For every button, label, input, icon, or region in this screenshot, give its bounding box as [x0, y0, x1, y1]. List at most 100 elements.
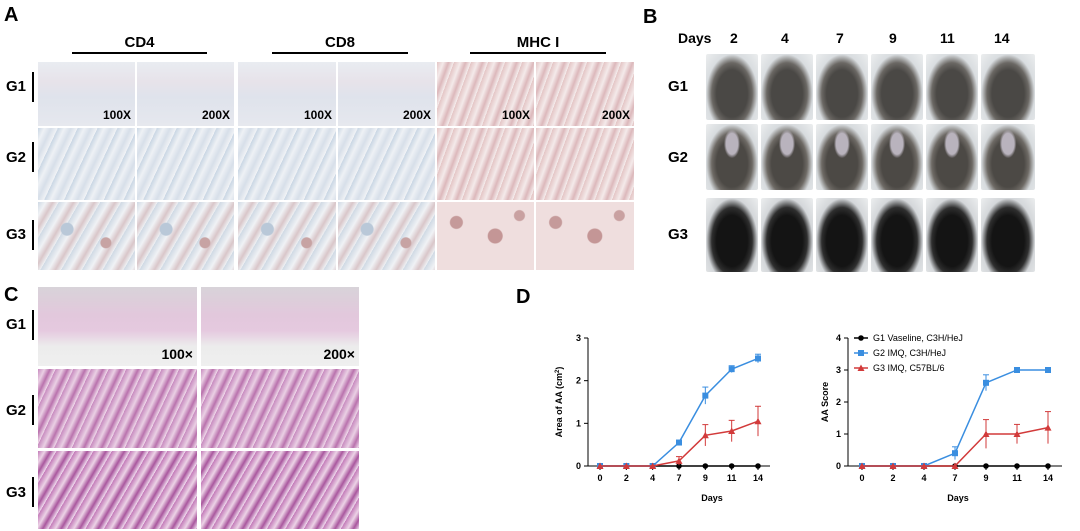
magnification-label: 100X: [501, 108, 530, 122]
mouse-g3-day2-photo: [706, 198, 758, 272]
header-mhc-i: MHC I: [470, 34, 606, 54]
day-2-label: 2: [730, 30, 738, 46]
days-label: Days: [678, 30, 712, 46]
he-g3-100x-image: [38, 451, 197, 529]
area-x-tick-label: 11: [727, 473, 737, 483]
area-x-tick-label: 14: [753, 473, 763, 483]
area-point: [755, 355, 761, 362]
score-point: [983, 379, 989, 386]
magnification-label: 100X: [102, 108, 131, 122]
day-4-label: 4: [781, 30, 789, 46]
area-x-tick-label: 0: [597, 473, 602, 483]
score-x-tick-label: 4: [921, 473, 926, 483]
mouse-g2-day7-photo: [816, 124, 868, 190]
score-point: [983, 463, 989, 469]
mouse-g1-day2-photo: [706, 54, 758, 120]
cd4-g2-100x-image: [38, 128, 135, 200]
score-point: [1014, 463, 1020, 469]
mhc-g2-100x-image: [437, 128, 534, 200]
mouse-g3-day14-photo: [981, 198, 1035, 272]
panel-a-letter: A: [4, 4, 19, 26]
cd4-g2-200x-image: [137, 128, 234, 200]
mouse-g1-day7-photo: [816, 54, 868, 120]
area-point: [649, 462, 657, 469]
area-point: [701, 431, 709, 439]
mouse-g1-day11-photo: [926, 54, 978, 120]
area-y-tick-label: 0: [576, 461, 581, 471]
panel-b-group-g1: G1: [668, 78, 689, 95]
panel-c-group-g1: G1: [6, 316, 27, 333]
score-x-tick-label: 11: [1012, 473, 1022, 483]
magnification-label: 200X: [601, 108, 630, 122]
area-point: [702, 392, 709, 399]
legend-label: G2 IMQ, C3H/HeJ: [873, 348, 946, 358]
area-chart-y-label-close: ): [554, 367, 564, 370]
cd8-g2-200x-image: [338, 128, 435, 200]
cd4-g1-100x-image: 100X: [38, 62, 135, 126]
cd4-g3-200x-image: [137, 202, 234, 270]
area-chart-y-label-sup: 2: [555, 369, 561, 373]
mouse-g2-day2-photo: [706, 124, 758, 190]
panel-c-letter: C: [4, 284, 19, 306]
mouse-g1-day9-photo: [871, 54, 923, 120]
header-mhc-i-text: MHC I: [516, 34, 560, 51]
score-y-tick-label: 1: [836, 429, 841, 439]
score-chart-x-label: Days: [947, 493, 969, 503]
cd8-g1-100x-image: 100X: [238, 62, 336, 126]
area-series-line-2: [600, 357, 759, 467]
day-11-label: 11: [940, 30, 955, 46]
score-x-tick-label: 2: [890, 473, 895, 483]
mouse-g2-day14-photo: [981, 124, 1035, 190]
mouse-g3-day4-photo: [761, 198, 813, 272]
mouse-g2-day11-photo: [926, 124, 978, 190]
magnification-label: 100×: [161, 346, 193, 362]
score-x-tick-label: 7: [952, 473, 957, 483]
score-x-tick-label: 0: [859, 473, 864, 483]
day-14-label: 14: [994, 30, 1010, 46]
legend-label: G3 IMQ, C57BL/6: [873, 363, 945, 373]
panel-a-group-g1: G1: [6, 78, 27, 95]
score-point: [952, 450, 958, 457]
cd8-g1-200x-image: 200X: [338, 62, 435, 126]
mhc-g2-200x-image: [536, 128, 634, 200]
magnification-label: 200X: [201, 108, 230, 122]
cd4-g3-100x-image: [38, 202, 135, 270]
he-g1-100x-image: 100×: [38, 287, 197, 366]
panel-a-bar-g1: [32, 72, 34, 102]
area-point: [755, 463, 761, 469]
panel-c-bar-g1: [32, 310, 34, 340]
score-y-tick-label: 3: [836, 365, 841, 375]
score-y-tick-label: 0: [836, 461, 841, 471]
panel-b-group-g3: G3: [668, 226, 689, 243]
legend-label: G1 Vaseline, C3H/HeJ: [873, 333, 963, 343]
area-y-tick-label: 2: [576, 376, 581, 386]
area-point: [728, 366, 735, 373]
score-point: [1013, 430, 1021, 437]
panel-b-letter: B: [643, 6, 658, 28]
area-point: [676, 463, 682, 469]
mouse-g3-day11-photo: [926, 198, 978, 272]
magnification-label: 200X: [402, 108, 431, 122]
mhc-g3-100x-image: [437, 202, 534, 270]
magnification-label: 200×: [323, 346, 355, 362]
area-x-tick-label: 9: [703, 473, 708, 483]
score-point: [1045, 463, 1051, 469]
score-point: [858, 462, 866, 469]
score-point: [1045, 367, 1051, 373]
area-chart-x-label: Days: [701, 493, 723, 503]
cd8-g3-100x-image: [238, 202, 336, 270]
panel-c-group-g2: G2: [6, 402, 27, 419]
score-point: [920, 462, 928, 469]
area-x-tick-label: 7: [676, 473, 681, 483]
header-cd8: CD8: [272, 34, 408, 54]
legend-marker: [858, 335, 864, 341]
mouse-g3-day7-photo: [816, 198, 868, 272]
panel-c-group-g3: G3: [6, 484, 27, 501]
area-point: [728, 427, 736, 435]
area-point: [728, 463, 735, 469]
mouse-g2-day9-photo: [871, 124, 923, 190]
panel-c-bar-g2: [32, 395, 34, 425]
area-point: [702, 463, 709, 469]
cd4-g1-200x-image: 200X: [137, 62, 234, 126]
